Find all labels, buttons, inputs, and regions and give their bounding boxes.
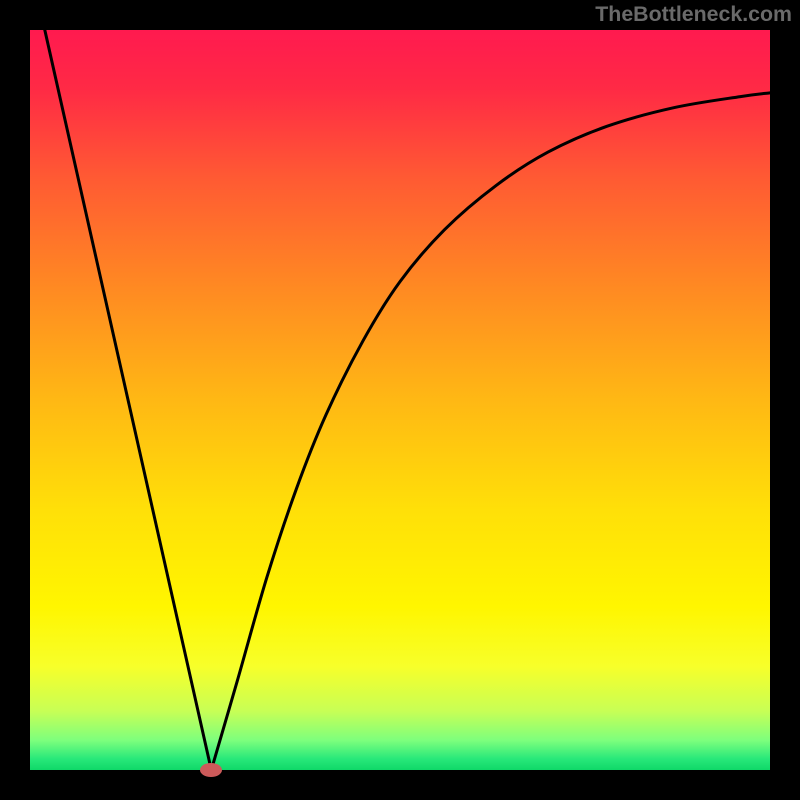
plot-area: [30, 30, 770, 770]
optimum-marker: [200, 763, 222, 777]
chart-stage: TheBottleneck.com: [0, 0, 800, 800]
watermark-text: TheBottleneck.com: [595, 2, 792, 27]
